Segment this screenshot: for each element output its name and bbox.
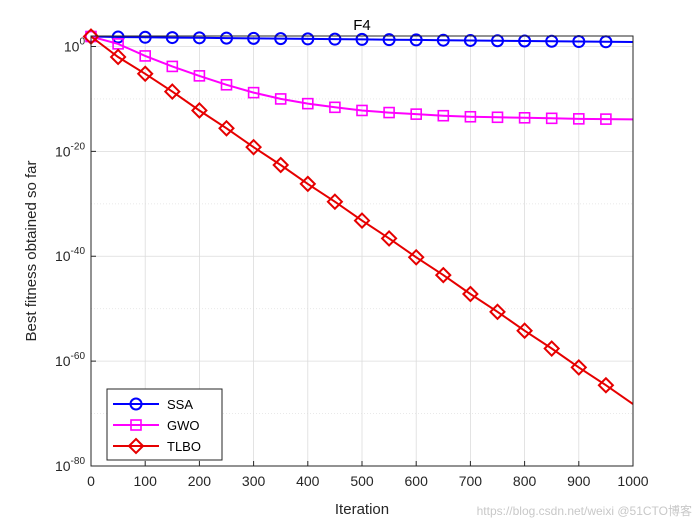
data-point-ssa bbox=[463, 33, 477, 47]
data-point-gwo bbox=[572, 113, 585, 125]
data-point-tlbo bbox=[163, 83, 181, 100]
data-point-ssa bbox=[518, 34, 532, 48]
x-tick-label: 1000 bbox=[617, 473, 648, 489]
data-point-gwo bbox=[356, 104, 368, 117]
legend-label: GWO bbox=[167, 418, 200, 433]
data-point-gwo bbox=[139, 50, 151, 62]
data-point-tlbo bbox=[109, 48, 127, 66]
data-point-gwo bbox=[247, 86, 260, 99]
data-point-gwo bbox=[491, 111, 504, 124]
data-point-ssa bbox=[355, 32, 369, 46]
data-point-tlbo bbox=[461, 285, 479, 303]
data-point-ssa bbox=[491, 34, 504, 48]
y-tick-label: 10-20 bbox=[55, 141, 85, 159]
series-line-gwo bbox=[90, 35, 634, 121]
data-point-gwo bbox=[464, 110, 477, 123]
x-tick-label: 300 bbox=[242, 473, 266, 489]
y-tick-label: 10-80 bbox=[55, 456, 85, 474]
data-point-gwo bbox=[545, 112, 558, 125]
x-tick-label: 0 bbox=[87, 473, 95, 489]
watermark: https://blog.csdn.net/weixi @51CTO博客 bbox=[476, 504, 692, 518]
data-point-ssa bbox=[436, 33, 450, 47]
data-point-ssa bbox=[247, 31, 261, 45]
data-point-tlbo bbox=[407, 248, 425, 266]
data-point-tlbo bbox=[245, 138, 263, 156]
x-axis-title: Iteration bbox=[335, 501, 389, 518]
x-tick-label: 800 bbox=[513, 473, 537, 489]
series-tlbo bbox=[82, 28, 634, 405]
data-point-ssa bbox=[328, 32, 342, 46]
x-tick-label: 200 bbox=[188, 473, 212, 489]
legend-label: TLBO bbox=[167, 439, 201, 454]
x-axis: 0 100 200 300 400 500 600 700 800 900 1000 bbox=[87, 461, 649, 489]
data-point-tlbo bbox=[326, 193, 344, 211]
data-point-tlbo bbox=[299, 175, 317, 193]
data-point-gwo bbox=[274, 93, 287, 105]
data-point-ssa bbox=[192, 31, 206, 45]
legend-swatch-marker bbox=[129, 397, 143, 411]
data-point-gwo bbox=[383, 106, 395, 119]
data-point-ssa bbox=[409, 33, 423, 47]
data-point-gwo bbox=[518, 112, 531, 124]
data-point-tlbo bbox=[489, 303, 506, 321]
legend-label: SSA bbox=[167, 397, 193, 412]
data-point-gwo bbox=[437, 109, 450, 122]
data-point-ssa bbox=[111, 30, 125, 44]
x-tick-label: 400 bbox=[296, 473, 320, 489]
x-tick-label: 900 bbox=[567, 473, 591, 489]
data-point-ssa bbox=[382, 33, 396, 47]
y-tick-label: 100 bbox=[64, 36, 86, 54]
data-point-tlbo bbox=[218, 119, 235, 137]
data-point-gwo bbox=[301, 97, 314, 110]
data-point-tlbo bbox=[190, 102, 208, 119]
legend-swatch-marker bbox=[130, 419, 142, 431]
series-line-ssa bbox=[90, 35, 634, 43]
x-tick-label: 700 bbox=[459, 473, 483, 489]
data-point-tlbo bbox=[380, 230, 398, 247]
data-point-tlbo bbox=[272, 156, 290, 174]
data-point-tlbo bbox=[570, 359, 588, 376]
series-layer bbox=[82, 28, 634, 405]
data-point-gwo bbox=[600, 113, 612, 125]
data-point-gwo bbox=[410, 108, 423, 120]
data-point-tlbo bbox=[353, 212, 371, 229]
data-point-ssa bbox=[301, 32, 315, 46]
legend: SSA GWO TLBO bbox=[106, 388, 223, 461]
data-point-gwo bbox=[193, 70, 206, 82]
data-point-ssa bbox=[138, 30, 152, 44]
data-point-ssa bbox=[220, 31, 233, 45]
data-point-tlbo bbox=[543, 340, 561, 357]
y-axis-title: Best fitness obtained so far bbox=[23, 161, 40, 342]
data-point-tlbo bbox=[434, 266, 452, 284]
legend-swatch-marker bbox=[127, 437, 145, 455]
x-tick-label: 600 bbox=[405, 473, 429, 489]
data-point-ssa bbox=[165, 31, 179, 45]
chart-title: F4 bbox=[353, 17, 371, 34]
x-tick-label: 100 bbox=[134, 473, 158, 489]
data-point-tlbo bbox=[136, 65, 154, 83]
y-tick-label: 10-40 bbox=[55, 246, 85, 264]
data-point-ssa bbox=[274, 32, 288, 46]
data-point-gwo bbox=[220, 78, 233, 91]
series-gwo bbox=[85, 30, 634, 125]
x-tick-label: 500 bbox=[350, 473, 374, 489]
series-line-tlbo bbox=[90, 35, 634, 405]
y-tick-label: 10-60 bbox=[55, 351, 85, 369]
data-point-tlbo bbox=[516, 322, 534, 340]
y-axis: 100 10-20 10-40 10-60 10-80 bbox=[55, 36, 96, 474]
data-point-gwo bbox=[166, 60, 179, 73]
data-point-tlbo bbox=[597, 376, 615, 394]
data-point-gwo bbox=[329, 101, 341, 114]
